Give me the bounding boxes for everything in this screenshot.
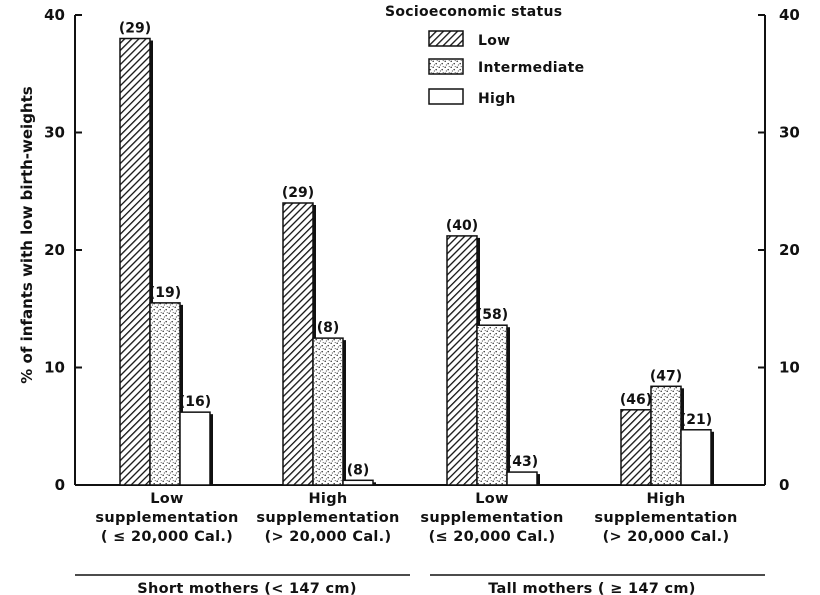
legend-title: Socioeconomic status <box>385 4 562 20</box>
y-tick-label-left: 0 <box>55 476 65 494</box>
sample-size-label: (47) <box>650 368 682 384</box>
category-label-line1: Low <box>150 491 184 507</box>
category-label-line2: supplementation <box>95 510 238 526</box>
y-tick-label-right: 40 <box>779 6 800 24</box>
bar-high-0 <box>179 411 211 486</box>
sample-size-label: (29) <box>282 185 314 201</box>
bar-intermediate-1 <box>312 337 344 486</box>
y-ticks: 0 0 10 10 20 20 30 30 40 40 <box>44 6 800 494</box>
y-tick-label-left: 10 <box>44 359 65 377</box>
category-label-line3: (> 20,000 Cal.) <box>265 529 392 545</box>
y-tick-label-right: 20 <box>779 241 800 259</box>
bar-high-2 <box>506 471 538 486</box>
category-label-line3: ( ≤ 20,000 Cal.) <box>101 529 233 545</box>
sample-size-label: (46) <box>620 392 652 408</box>
y-tick-label-left: 20 <box>44 241 65 259</box>
group-label-short-mothers: Short mothers (< 147 cm) <box>137 581 357 595</box>
bar-intermediate-3 <box>650 385 682 486</box>
sample-size-label: (29) <box>119 21 151 37</box>
sample-size-label: (16) <box>179 394 211 410</box>
bar-low-0 <box>119 37 151 486</box>
category-label-line3: (> 20,000 Cal.) <box>603 529 730 545</box>
category-label-line1: High <box>308 491 347 507</box>
category-labels: Low supplementation ( ≤ 20,000 Cal.) High su… <box>95 491 737 545</box>
category-label-line2: supplementation <box>256 510 399 526</box>
legend-label-intermediate: Intermediate <box>478 60 584 76</box>
legend: Socioeconomic status Low Intermediate Hi… <box>385 4 584 107</box>
sample-size-label: (8) <box>317 320 340 336</box>
sample-size-label: (43) <box>506 454 538 470</box>
sample-size-label: (8) <box>347 462 370 478</box>
legend-swatch-high <box>428 88 464 105</box>
sample-size-label: (21) <box>680 412 712 428</box>
y-tick-label-right: 10 <box>779 359 800 377</box>
bar-intermediate-2 <box>476 324 508 486</box>
bar-series <box>119 37 714 486</box>
legend-swatch-intermediate <box>428 58 464 75</box>
bar-low-2 <box>446 235 478 486</box>
category-label-line1: High <box>646 491 685 507</box>
bar-high-3 <box>680 429 712 486</box>
bar-low-3 <box>620 409 652 486</box>
sample-size-labels: (29) (29) (40) (46) (19) (8) (58) (47) (16) (8) (4… <box>119 21 712 479</box>
y-tick-label-right: 30 <box>779 124 800 142</box>
y-tick-label-left: 40 <box>44 6 65 24</box>
sample-size-label: (19) <box>149 285 181 301</box>
y-tick-label-left: 30 <box>44 124 65 142</box>
sample-size-label: (40) <box>446 218 478 234</box>
group-label-tall-mothers: Tall mothers ( ≥ 147 cm) <box>488 581 696 595</box>
y-tick-label-right: 0 <box>779 476 789 494</box>
bar-low-1 <box>282 202 314 486</box>
category-label-line3: (≤ 20,000 Cal.) <box>429 529 556 545</box>
y-axis-label: % of infants with low birth-weights <box>18 86 36 383</box>
bar-intermediate-0 <box>149 302 181 486</box>
legend-label-low: Low <box>478 33 510 49</box>
sample-size-label: (58) <box>476 307 508 323</box>
legend-label-high: High <box>478 91 516 107</box>
bar-high-1 <box>342 479 374 486</box>
category-label-line2: supplementation <box>594 510 737 526</box>
category-label-line2: supplementation <box>420 510 563 526</box>
legend-swatch-low <box>428 30 464 47</box>
category-label-line1: Low <box>475 491 509 507</box>
